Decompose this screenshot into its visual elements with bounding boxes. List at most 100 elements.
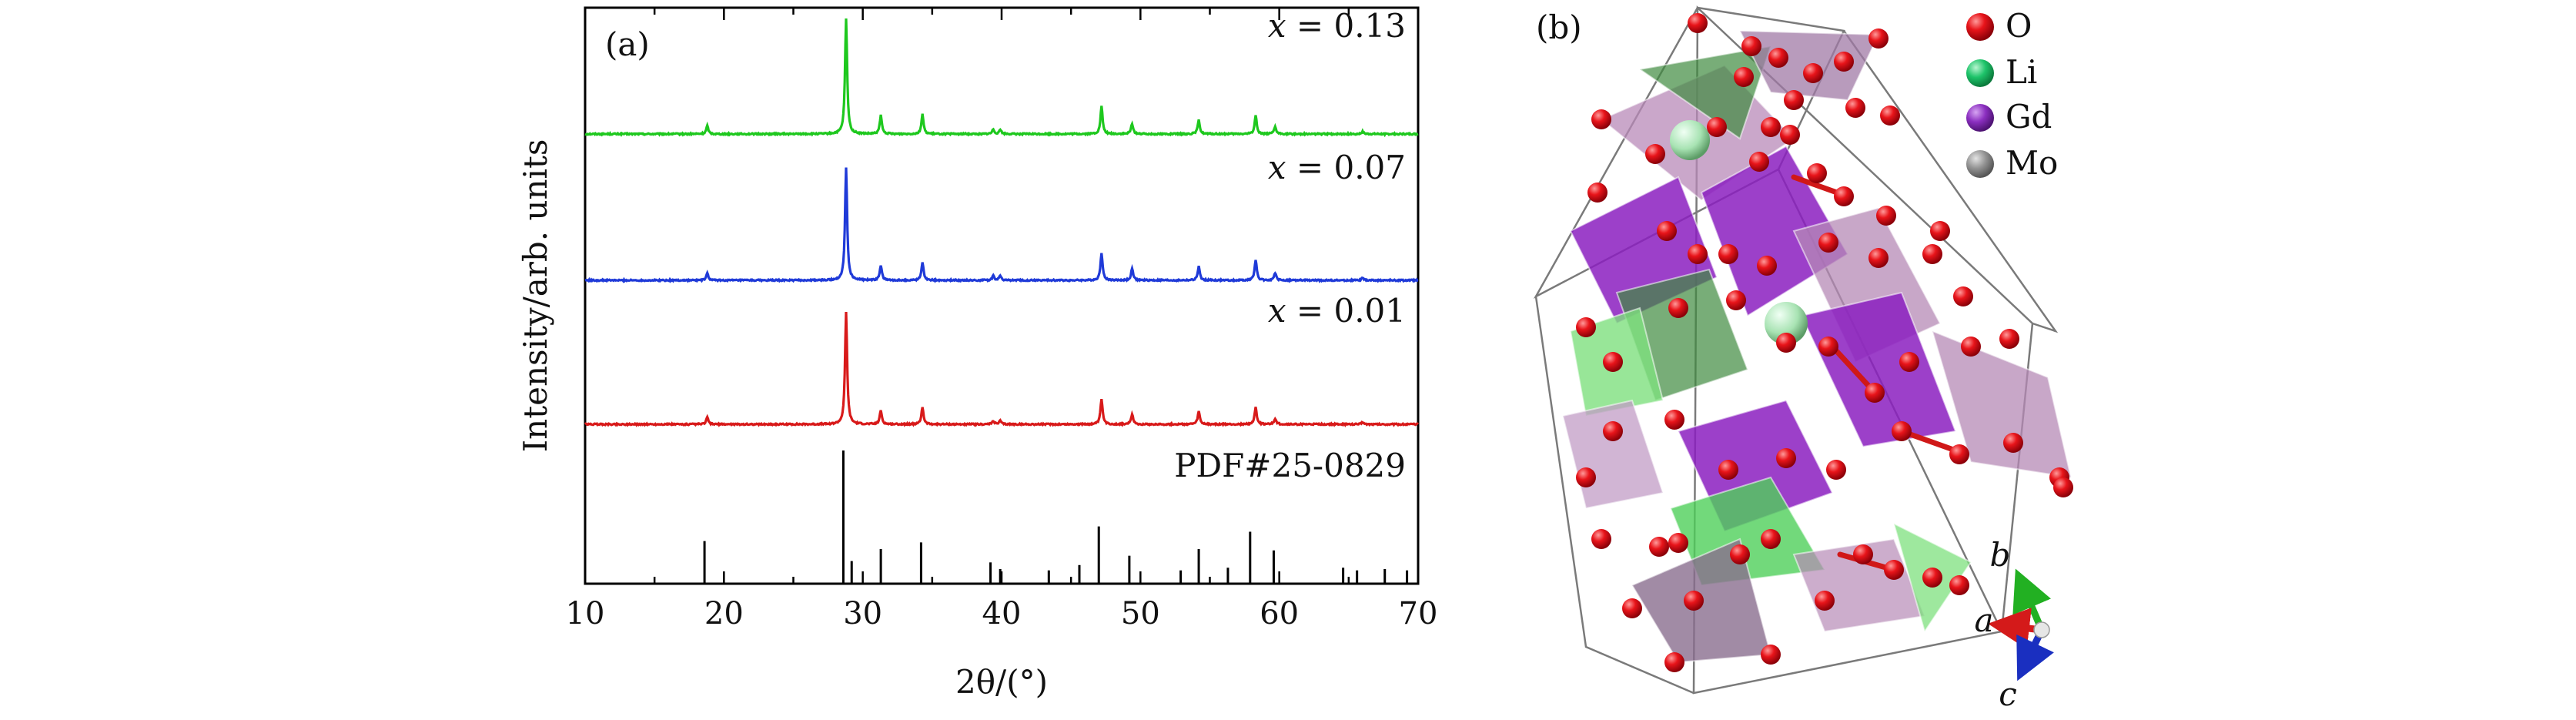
o-atom bbox=[1892, 421, 1912, 441]
x-tick-label: 10 bbox=[566, 596, 605, 631]
x-axis-tick-labels: 10 20 30 40 50 60 70 bbox=[566, 596, 1438, 631]
x-tick-label: 70 bbox=[1399, 596, 1438, 631]
o-atom bbox=[1603, 352, 1623, 372]
panel-b-label: (b) bbox=[1536, 8, 1582, 46]
o-atom bbox=[1845, 98, 1865, 118]
series-label: x = 0.01 bbox=[1268, 292, 1406, 330]
legend-swatch-o bbox=[1966, 13, 1994, 41]
o-atom bbox=[1815, 591, 1835, 611]
o-atom bbox=[1780, 125, 1800, 145]
o-atom bbox=[1668, 298, 1688, 318]
panel-b: (b) bbox=[1533, 5, 2073, 713]
o-atom bbox=[1884, 560, 1904, 580]
y-axis-label: Intensity/arb. units bbox=[517, 139, 554, 453]
o-atom bbox=[1684, 591, 1704, 611]
o-atom bbox=[1688, 13, 1708, 33]
o-atom bbox=[1999, 329, 2019, 349]
legend-label-gd: Gd bbox=[2006, 98, 2052, 136]
x-tick-label: 20 bbox=[704, 596, 744, 631]
o-atom bbox=[2003, 433, 2023, 453]
o-atom bbox=[1784, 90, 1804, 110]
reference-sticks bbox=[703, 450, 1409, 584]
o-atom bbox=[1591, 109, 1611, 129]
o-atom bbox=[1730, 544, 1750, 564]
x-tick-label: 30 bbox=[843, 596, 882, 631]
o-atom bbox=[1776, 448, 1796, 468]
o-atom bbox=[1718, 244, 1738, 264]
o-atom bbox=[2053, 477, 2073, 497]
o-atom bbox=[1899, 352, 1919, 372]
legend-item-gd: Gd bbox=[1966, 98, 2052, 136]
series-line bbox=[584, 167, 1419, 283]
o-atom bbox=[1657, 221, 1677, 241]
series-label-var: x bbox=[1268, 7, 1286, 45]
o-atom bbox=[1876, 206, 1896, 226]
o-atom bbox=[1576, 317, 1596, 337]
legend-swatch-mo bbox=[1966, 150, 1994, 178]
o-atom bbox=[1930, 221, 1950, 241]
o-atom bbox=[1768, 48, 1788, 68]
o-atom bbox=[1922, 244, 1942, 264]
legend-label-o: O bbox=[2006, 7, 2032, 45]
pdf-reference-label: PDF#25-0829 bbox=[1174, 447, 1406, 484]
x-tick-label: 40 bbox=[982, 596, 1022, 631]
polyhedra bbox=[1561, 29, 2073, 664]
o-atom bbox=[1953, 286, 1973, 306]
o-atom bbox=[1807, 163, 1827, 183]
o-atom bbox=[1576, 467, 1596, 487]
legend-label-mo: Mo bbox=[2006, 144, 2058, 182]
series-labels: x = 0.13x = 0.07x = 0.01 bbox=[1268, 7, 1406, 330]
legend-item-o: O bbox=[1966, 7, 2032, 45]
o-atom bbox=[1818, 233, 1838, 253]
series-line bbox=[584, 311, 1420, 428]
series-label: x = 0.07 bbox=[1268, 149, 1406, 186]
o-atom bbox=[1668, 533, 1688, 553]
o-atom bbox=[1880, 105, 1900, 126]
o-atom bbox=[1949, 444, 1969, 464]
o-atom bbox=[1587, 183, 1607, 203]
o-atom bbox=[1776, 333, 1796, 353]
atom-legend: O Li Gd Mo bbox=[1966, 7, 2058, 182]
o-atom bbox=[1865, 383, 1885, 403]
o-atom bbox=[1664, 410, 1684, 430]
o-atom bbox=[1664, 652, 1684, 672]
o-atom bbox=[1688, 244, 1708, 264]
o-atom bbox=[1726, 290, 1746, 310]
o-atom bbox=[1761, 529, 1781, 549]
o-atom bbox=[1853, 544, 1873, 564]
o-atom bbox=[1961, 337, 1981, 357]
x-axis-ticks bbox=[584, 8, 1420, 584]
o-atom bbox=[1707, 117, 1727, 137]
o-atom bbox=[1718, 460, 1738, 480]
legend-label-li: Li bbox=[2006, 53, 2037, 91]
o-atom bbox=[1868, 248, 1889, 268]
o-atom bbox=[1761, 117, 1781, 137]
oxygen-atoms bbox=[1576, 13, 2073, 672]
x-tick-label: 60 bbox=[1260, 596, 1299, 631]
li-atom bbox=[1670, 120, 1710, 160]
x-axis-label: 2θ/(°) bbox=[955, 663, 1048, 701]
o-atom bbox=[1826, 460, 1846, 480]
o-atom bbox=[1761, 645, 1781, 665]
o-atom bbox=[1818, 337, 1838, 357]
series-label-value: = 0.13 bbox=[1286, 7, 1406, 45]
o-atom bbox=[1922, 568, 1942, 588]
series-label-var: x bbox=[1268, 149, 1286, 186]
o-atom bbox=[1949, 575, 1969, 595]
series-label-value: = 0.07 bbox=[1286, 149, 1406, 186]
o-atom bbox=[1834, 186, 1854, 206]
legend-item-li: Li bbox=[1966, 53, 2037, 91]
o-atom bbox=[1741, 36, 1761, 56]
series-label-value: = 0.01 bbox=[1286, 292, 1406, 330]
o-atom bbox=[1591, 529, 1611, 549]
axis-label-b: b bbox=[1990, 536, 2011, 574]
crystal-structure bbox=[1533, 5, 2073, 695]
o-atom bbox=[1622, 598, 1642, 618]
legend-swatch-li bbox=[1966, 59, 1994, 87]
o-atom bbox=[1803, 63, 1823, 83]
o-atom bbox=[1868, 28, 1889, 49]
o-atom bbox=[1834, 52, 1854, 72]
li-atom bbox=[1765, 302, 1808, 345]
b-axis-arrow-icon bbox=[2012, 568, 2051, 631]
crystal-axes-indicator: b a c bbox=[1974, 536, 2054, 713]
